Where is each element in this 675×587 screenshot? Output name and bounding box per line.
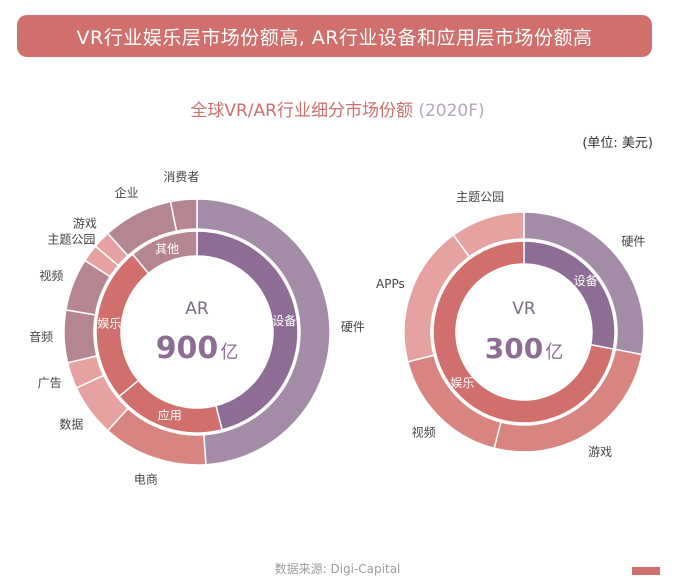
inner-label: 设备 (574, 274, 598, 288)
inner-label: 设备 (272, 314, 296, 328)
outer-label: 硬件 (341, 320, 365, 334)
corner-accent (632, 567, 660, 575)
outer-label: 企业 (115, 185, 139, 200)
total-unit: 亿 (545, 342, 563, 363)
banner-title: VR行业娱乐层市场份额高, AR行业设备和应用层市场份额高 (76, 26, 593, 49)
outer-label: APPs (376, 277, 405, 291)
inner-label: 娱乐 (97, 317, 121, 331)
total-unit: 亿 (220, 342, 238, 363)
outer-label: 电商 (134, 471, 158, 486)
chart-subtitle: 全球VR/AR行业细分市场份额 (2020F) (0, 96, 675, 121)
source-note: 数据来源: Digi-Capital (274, 562, 401, 576)
inner-slice (432, 240, 615, 424)
outer-label: 主题公园 (456, 190, 504, 204)
outer-slice (169, 198, 198, 232)
center-value: 900 亿 (156, 331, 239, 366)
outer-slice (63, 309, 98, 364)
inner-label: 应用 (158, 408, 182, 423)
center-label: VR (512, 299, 536, 319)
subtitle-main: 全球VR/AR行业细分市场份额 (190, 101, 413, 121)
inner-label: 其他 (155, 242, 179, 256)
outer-label: 消费者 (163, 170, 199, 184)
outer-label: 视频 (39, 268, 63, 283)
inner-slice (131, 230, 198, 275)
outer-label: 数据 (59, 417, 83, 432)
inner-label: 娱乐 (450, 376, 474, 390)
outer-slice (452, 211, 525, 258)
title-banner: VR行业娱乐层市场份额高, AR行业设备和应用层市场份额高 (17, 15, 652, 57)
outer-label: 硬件 (621, 234, 645, 248)
outer-label: 视频 (412, 424, 436, 439)
subtitle-year: (2020F) (412, 101, 485, 121)
unit-label: (单位: 美元) (582, 136, 653, 151)
total-number: 900 (156, 331, 219, 366)
total-number: 300 (485, 332, 543, 365)
outer-label: 游戏 (588, 445, 612, 459)
outer-label: 主题公园 (47, 232, 95, 246)
center-value: 300 亿 (485, 332, 563, 365)
outer-label: 广告 (38, 376, 62, 390)
outer-label: 音频 (29, 329, 53, 344)
center-label: AR (185, 299, 209, 319)
outer-label: 游戏 (73, 217, 97, 231)
outer-slice (196, 198, 331, 466)
donut-hole (457, 265, 591, 399)
donut-hole (122, 257, 272, 407)
